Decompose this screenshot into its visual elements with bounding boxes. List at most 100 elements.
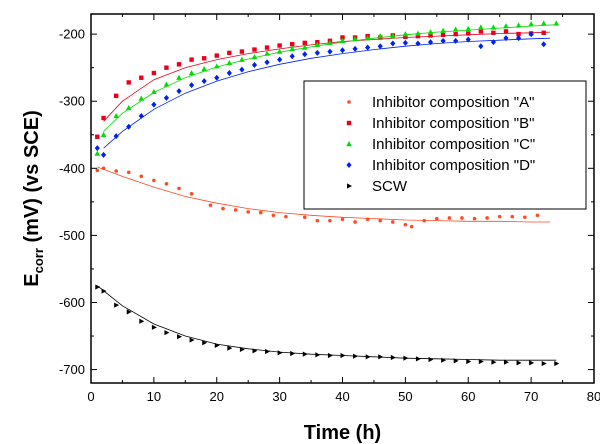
legend-label-3: Inhibitor composition "D" (372, 157, 535, 174)
data-point-series-3-28 (440, 37, 446, 44)
data-point-series-2-37 (553, 20, 560, 26)
data-point-series-3-11 (226, 70, 232, 77)
data-point-series-3-25 (402, 39, 408, 46)
data-point-series-4-24 (390, 354, 396, 361)
data-point-series-0-29 (460, 216, 464, 220)
data-point-series-0-34 (523, 215, 527, 220)
data-point-series-2-8 (188, 70, 195, 76)
x-axis-title: Time (h) (304, 422, 381, 444)
x-tick-label: 10 (147, 389, 161, 404)
axes: 0 10 20 30 40 50 60 70 80 -700 -600 -500 -400 -300 -20… (59, 14, 600, 404)
fit-line-series-4 (97, 285, 557, 361)
data-point-series-1-34 (516, 31, 521, 37)
data-point-series-4-31 (478, 358, 484, 365)
data-point-series-2-16 (289, 45, 295, 52)
data-point-series-2-34 (515, 22, 522, 28)
data-point-series-2-13 (251, 53, 258, 60)
data-point-series-2-11 (226, 59, 233, 66)
data-point-series-0-15 (284, 214, 288, 219)
data-point-series-1-5 (151, 70, 157, 76)
data-point-series-1-32 (491, 30, 496, 35)
x-tick-label: 50 (398, 389, 412, 404)
data-point-series-2-4 (138, 95, 145, 101)
data-point-series-4-33 (503, 359, 509, 365)
x-tick-label: 40 (335, 389, 349, 404)
data-point-series-0-22 (378, 218, 383, 223)
data-point-series-3-30 (465, 36, 471, 43)
x-tick-label: 60 (461, 389, 475, 404)
data-point-series-2-10 (213, 63, 220, 69)
data-point-series-2-5 (151, 88, 157, 95)
y-tick-label: -700 (59, 362, 85, 377)
data-point-series-3-19 (327, 48, 333, 55)
data-point-series-4-3 (126, 309, 132, 315)
data-point-series-1-26 (415, 33, 421, 39)
data-point-series-0-7 (177, 186, 181, 191)
data-point-series-3-29 (453, 37, 459, 44)
data-point-series-1-2 (113, 93, 119, 99)
data-point-series-3-23 (377, 43, 383, 50)
data-point-series-0-25 (409, 224, 414, 229)
data-point-series-0-33 (510, 214, 515, 219)
legend-marker-2 (346, 141, 352, 147)
y-tick-label: -300 (59, 94, 85, 109)
data-point-series-4-12 (239, 346, 245, 353)
data-point-series-4-18 (315, 352, 321, 358)
data-point-series-2-27 (427, 29, 434, 35)
data-point-series-3-13 (251, 61, 258, 68)
legend-label-2: Inhibitor composition "C" (372, 136, 535, 153)
data-point-series-1-14 (264, 45, 270, 50)
data-point-series-2-26 (415, 30, 421, 36)
y-tick-label: -400 (59, 161, 85, 176)
data-point-series-0-6 (164, 181, 169, 186)
data-point-series-0-10 (221, 206, 225, 211)
data-point-series-3-7 (176, 88, 182, 95)
data-point-series-4-26 (415, 356, 421, 362)
data-point-series-2-9 (201, 66, 207, 72)
y-tick-label: -200 (59, 27, 85, 42)
data-point-series-4-6 (164, 330, 170, 336)
y-axis-title-rest: (mV) (vs SCE) (21, 110, 43, 248)
data-point-series-3-14 (264, 59, 270, 66)
data-point-series-2-22 (364, 35, 371, 41)
data-point-series-1-31 (478, 29, 484, 34)
data-point-series-4-28 (441, 357, 447, 363)
legend: Inhibitor composition "A" Inhibitor compo… (303, 80, 587, 210)
data-point-series-4-5 (151, 324, 157, 330)
data-point-series-0-1 (101, 166, 106, 171)
data-point-series-3-20 (339, 47, 346, 54)
data-point-series-0-17 (315, 218, 320, 223)
data-point-series-1-6 (164, 65, 169, 70)
data-point-series-0-3 (126, 170, 131, 175)
data-point-series-1-33 (503, 29, 509, 34)
data-point-series-1-29 (453, 31, 458, 37)
data-point-series-3-8 (189, 82, 195, 89)
data-point-series-1-4 (139, 75, 144, 80)
data-point-series-3-26 (415, 40, 421, 47)
data-point-series-0-30 (472, 216, 477, 221)
data-point-series-3-27 (427, 39, 434, 46)
data-point-series-0-35 (535, 213, 540, 218)
data-point-series-3-10 (214, 74, 220, 81)
data-point-series-2-33 (503, 23, 509, 29)
data-point-series-1-7 (176, 62, 182, 67)
data-point-series-1-15 (277, 43, 282, 48)
data-point-series-1-20 (340, 35, 345, 40)
data-point-series-2-1 (100, 131, 107, 137)
data-point-series-3-1 (100, 151, 107, 158)
data-point-series-4-0 (95, 284, 101, 290)
data-point-series-2-19 (327, 39, 333, 46)
legend-label-1: Inhibitor composition "B" (372, 115, 534, 132)
data-point-series-4-8 (189, 337, 195, 343)
data-point-series-0-27 (435, 216, 439, 221)
data-point-series-2-30 (465, 25, 472, 31)
y-axis-title: Ecorr (mV) (vs SCE) (21, 110, 46, 286)
data-point-series-4-14 (265, 348, 271, 355)
data-point-series-3-12 (239, 66, 245, 73)
data-point-series-0-20 (353, 220, 357, 224)
data-point-series-3-17 (302, 51, 308, 58)
data-point-series-2-7 (176, 74, 182, 80)
data-point-series-0-24 (403, 222, 408, 227)
data-point-series-3-18 (314, 49, 320, 56)
legend-marker-4 (347, 183, 352, 189)
